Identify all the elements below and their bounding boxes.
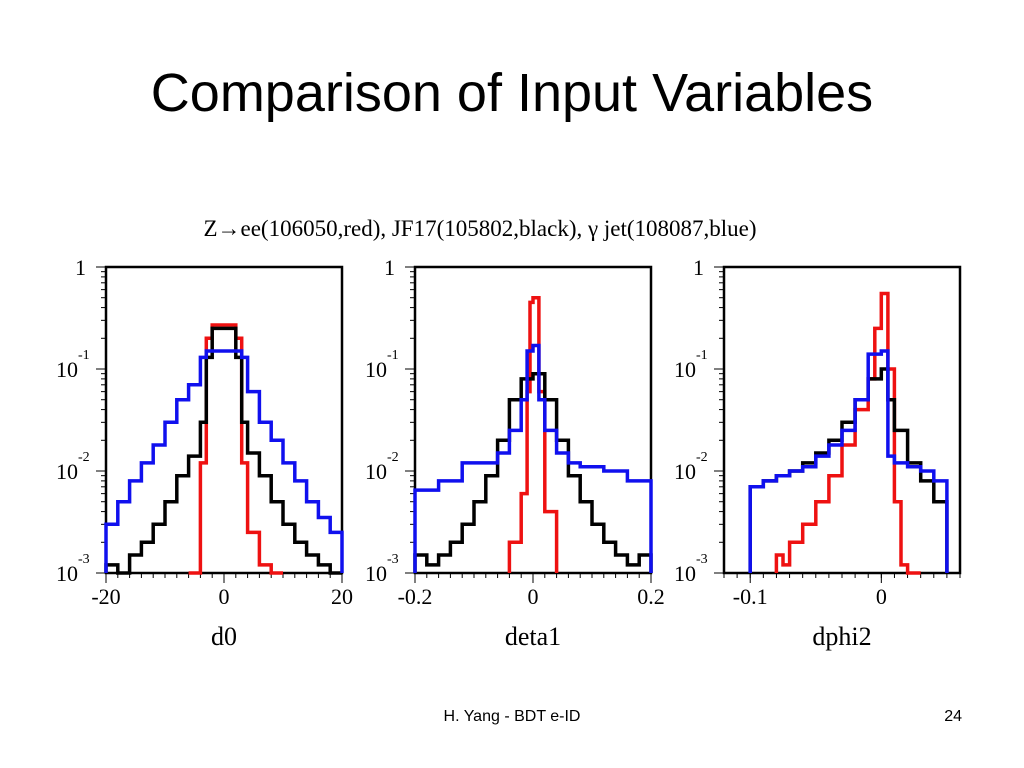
x-tick-label: -0.1 xyxy=(733,584,768,609)
plot-frame xyxy=(413,265,653,575)
x-tick-label: 0 xyxy=(528,584,539,609)
y-tick-exponent: -2 xyxy=(78,450,90,465)
series-red-histogram xyxy=(774,291,921,575)
page-number: 24 xyxy=(944,708,962,725)
series-black-histogram xyxy=(413,371,653,573)
y-tick-label: 10 xyxy=(56,357,78,382)
plot-frame xyxy=(722,265,962,575)
x-axis-label: dphi2 xyxy=(812,622,871,651)
y-tick-label: 1 xyxy=(693,255,704,280)
x-tick-label: -20 xyxy=(91,584,120,609)
series-red-histogram xyxy=(188,323,283,575)
y-tick-label: 10 xyxy=(56,459,78,484)
y-tick-label: 10 xyxy=(674,459,696,484)
y-tick-exponent: -1 xyxy=(78,348,90,363)
y-tick-label: 10 xyxy=(674,561,696,586)
x-tick-label: -0.2 xyxy=(398,584,433,609)
plot-frame xyxy=(104,265,344,575)
series-blue-histogram xyxy=(104,349,344,573)
footer-text: H. Yang - BDT e-ID xyxy=(443,708,581,725)
y-tick-exponent: -3 xyxy=(696,552,708,567)
y-tick-exponent: -2 xyxy=(387,450,399,465)
figure-caption: Z→ee(106050,red), JF17(105802,black), γ … xyxy=(203,216,756,241)
series-black-histogram xyxy=(748,367,949,573)
y-tick-label: 10 xyxy=(365,357,387,382)
slide-title: Comparison of Input Variables xyxy=(150,63,874,123)
y-tick-exponent: -1 xyxy=(696,348,708,363)
x-tick-label: 0 xyxy=(219,584,230,609)
y-tick-label: 10 xyxy=(365,561,387,586)
y-tick-label: 10 xyxy=(365,459,387,484)
series-black-histogram xyxy=(104,326,342,575)
x-tick-label: 0 xyxy=(876,584,887,609)
series-red-histogram xyxy=(507,295,559,573)
y-tick-label: 10 xyxy=(56,561,78,586)
y-tick-exponent: -3 xyxy=(78,552,90,567)
y-tick-exponent: -1 xyxy=(387,348,399,363)
series-blue-histogram xyxy=(413,343,653,573)
series-blue-histogram xyxy=(748,349,949,573)
y-tick-label: 1 xyxy=(384,255,395,280)
x-tick-label: 20 xyxy=(331,584,353,609)
y-tick-exponent: -2 xyxy=(696,450,708,465)
x-tick-label: 0.2 xyxy=(637,584,665,609)
x-axis-label: deta1 xyxy=(505,622,561,651)
histogram-figure: Z→ee(106050,red), JF17(105802,black), γ … xyxy=(56,216,962,651)
x-axis-label: d0 xyxy=(211,622,237,651)
y-tick-label: 1 xyxy=(75,255,86,280)
y-tick-label: 10 xyxy=(674,357,696,382)
y-tick-exponent: -3 xyxy=(387,552,399,567)
